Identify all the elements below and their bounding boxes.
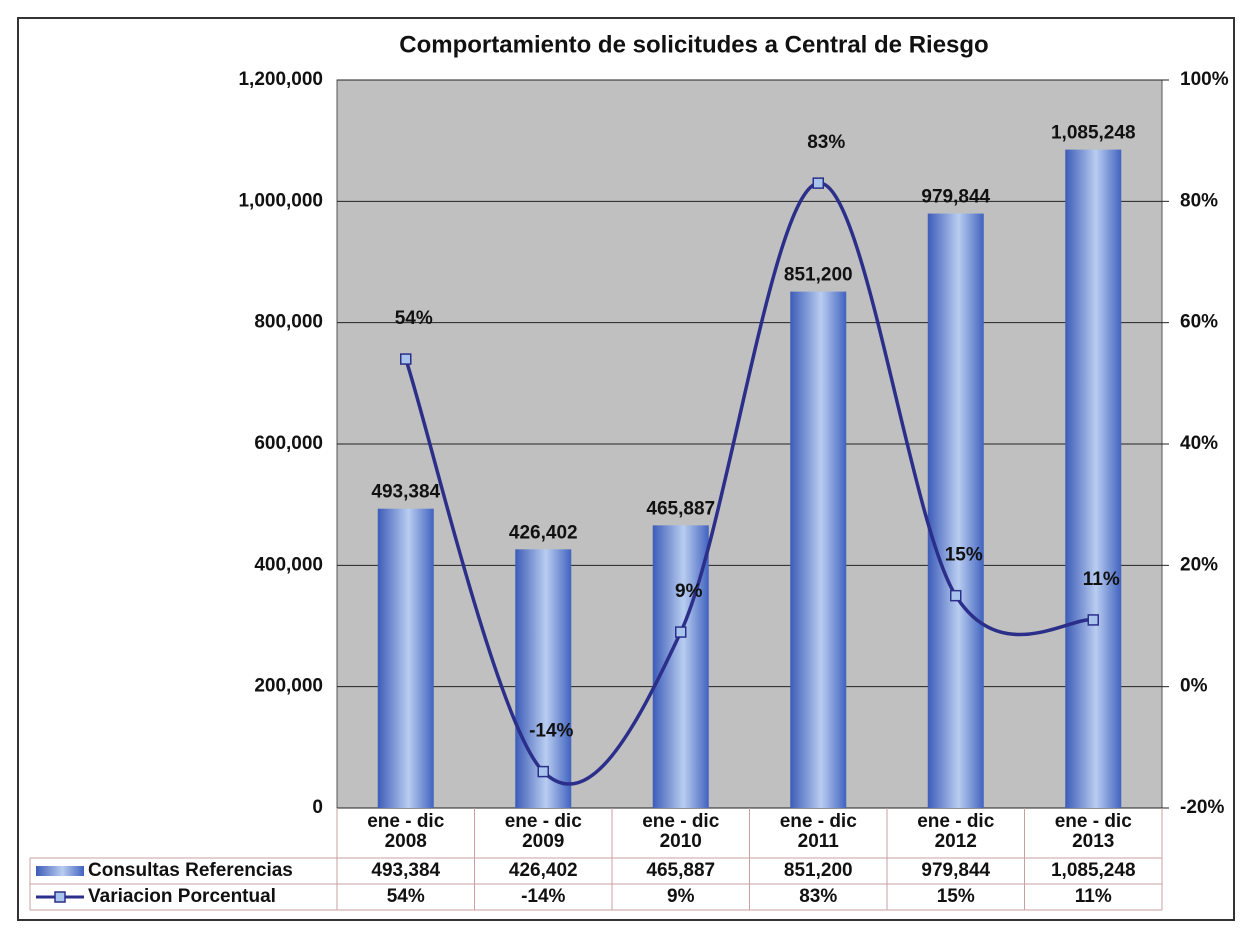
- table-cell: 54%: [387, 886, 425, 907]
- table-cell: 15%: [937, 886, 975, 907]
- line-marker: [537, 765, 549, 778]
- line-label: 15%: [945, 545, 983, 566]
- table-cell: 426,402: [509, 860, 578, 881]
- chart-title: Comportamiento de solicitudes a Central …: [399, 31, 988, 58]
- x-tick-label: ene - dic 2010: [642, 811, 720, 852]
- legend-swatch: [36, 866, 84, 876]
- bar-label: 979,844: [921, 187, 990, 208]
- y2-tick-label: 100%: [1180, 69, 1229, 90]
- table-cell: 851,200: [784, 860, 853, 881]
- line-marker: [812, 177, 824, 189]
- line: [404, 181, 1094, 786]
- legend-label: Consultas Referencias: [88, 860, 293, 881]
- bar: [377, 508, 434, 808]
- legend-marker: [54, 891, 66, 903]
- table-cell: 11%: [1075, 886, 1112, 907]
- y2-tick-label: -20%: [1180, 797, 1224, 818]
- x-tick-label: ene - dic 2009: [505, 811, 583, 852]
- y-tick-label: 1,000,000: [238, 190, 323, 211]
- table-cell: 493,384: [371, 860, 440, 881]
- line-label: 54%: [395, 308, 433, 329]
- bar-label: 493,384: [371, 482, 440, 503]
- x-tick-label: ene - dic 2008: [367, 811, 445, 852]
- bar: [1065, 149, 1122, 808]
- x-tick-label: ene - dic 2011: [780, 811, 858, 852]
- y2-tick-label: 0%: [1180, 676, 1208, 697]
- y2-tick-label: 80%: [1180, 190, 1218, 211]
- y-tick-label: 1,200,000: [238, 69, 323, 90]
- bar: [515, 549, 572, 808]
- bar: [927, 213, 984, 809]
- line-label: 9%: [675, 581, 703, 602]
- bar-label: 1,085,248: [1051, 123, 1136, 144]
- y2-tick-label: 60%: [1180, 312, 1218, 333]
- table-cell: 1,085,248: [1051, 860, 1136, 881]
- line-label: 83%: [807, 132, 845, 153]
- y-tick-label: 200,000: [254, 676, 323, 697]
- line-label: 11%: [1083, 569, 1120, 590]
- line-label: -14%: [529, 721, 573, 742]
- x-tick-label: ene - dic 2013: [1055, 811, 1133, 852]
- line-marker: [950, 589, 962, 602]
- bar-label: 465,887: [646, 498, 715, 519]
- y-tick-label: 800,000: [254, 312, 323, 333]
- bar-label: 851,200: [784, 265, 853, 286]
- y-tick-label: 0: [312, 797, 323, 818]
- table-cell: 9%: [667, 886, 695, 907]
- y-tick-label: 600,000: [254, 433, 323, 454]
- legend-label: Variacion Porcentual: [88, 886, 276, 907]
- y2-tick-label: 40%: [1180, 433, 1218, 454]
- table-cell: 465,887: [646, 860, 715, 881]
- x-tick-label: ene - dic 2012: [917, 811, 995, 852]
- table-cell: -14%: [521, 886, 565, 907]
- line-marker: [675, 626, 687, 638]
- bar: [652, 525, 709, 808]
- y-tick-label: 400,000: [254, 554, 323, 575]
- line-marker: [400, 353, 412, 365]
- line-marker: [1087, 614, 1099, 626]
- table-cell: 83%: [799, 886, 837, 907]
- bar-label: 426,402: [509, 522, 578, 543]
- table-cell: 979,844: [921, 860, 990, 881]
- bar: [790, 291, 847, 808]
- y2-tick-label: 20%: [1180, 554, 1218, 575]
